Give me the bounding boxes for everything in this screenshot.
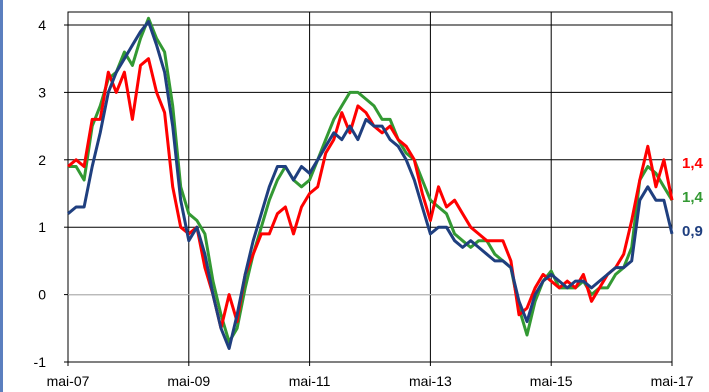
end-value-label: 1,4 [682,189,704,206]
x-tick-label: mai-17 [651,373,694,389]
plot-border [67,11,673,363]
y-tick-label: 3 [38,84,46,100]
x-tick-label: mai-09 [167,373,210,389]
left-frame-bar [0,0,3,392]
end-value-label: 0,9 [682,223,703,240]
series-line-3 [67,20,674,350]
series-line-2 [67,57,674,330]
y-tick-label: 0 [38,287,46,303]
x-tick-label: mai-07 [47,373,90,389]
series-line-1 [68,16,674,344]
y-tick-label: 2 [38,152,46,168]
x-tick-label: mai-11 [289,373,331,389]
y-tick-label: 4 [38,17,46,33]
end-value-label: 1,4 [682,155,704,172]
y-tick-label: 1 [38,219,46,235]
x-tick-label: mai-13 [409,373,452,389]
y-tick-label: -1 [34,354,47,370]
x-tick-label: mai-15 [530,373,573,389]
